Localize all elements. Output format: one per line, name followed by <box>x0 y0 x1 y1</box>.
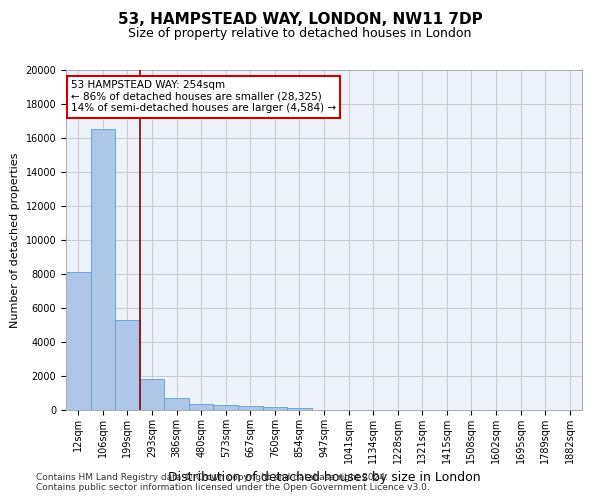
Text: 53 HAMPSTEAD WAY: 254sqm
← 86% of detached houses are smaller (28,325)
14% of se: 53 HAMPSTEAD WAY: 254sqm ← 86% of detach… <box>71 80 336 114</box>
Text: Contains public sector information licensed under the Open Government Licence v3: Contains public sector information licen… <box>36 484 430 492</box>
Bar <box>263 407 287 410</box>
Bar <box>164 398 189 410</box>
Text: Size of property relative to detached houses in London: Size of property relative to detached ho… <box>128 28 472 40</box>
Bar <box>189 404 214 410</box>
Bar <box>91 130 115 410</box>
Bar <box>140 378 164 410</box>
X-axis label: Distribution of detached houses by size in London: Distribution of detached houses by size … <box>167 472 481 484</box>
Bar <box>115 320 140 410</box>
Bar <box>66 272 91 410</box>
Y-axis label: Number of detached properties: Number of detached properties <box>10 152 20 328</box>
Text: 53, HAMPSTEAD WAY, LONDON, NW11 7DP: 53, HAMPSTEAD WAY, LONDON, NW11 7DP <box>118 12 482 28</box>
Text: Contains HM Land Registry data © Crown copyright and database right 2024.: Contains HM Land Registry data © Crown c… <box>36 472 388 482</box>
Bar <box>287 408 312 410</box>
Bar <box>214 405 238 410</box>
Bar <box>238 406 263 410</box>
